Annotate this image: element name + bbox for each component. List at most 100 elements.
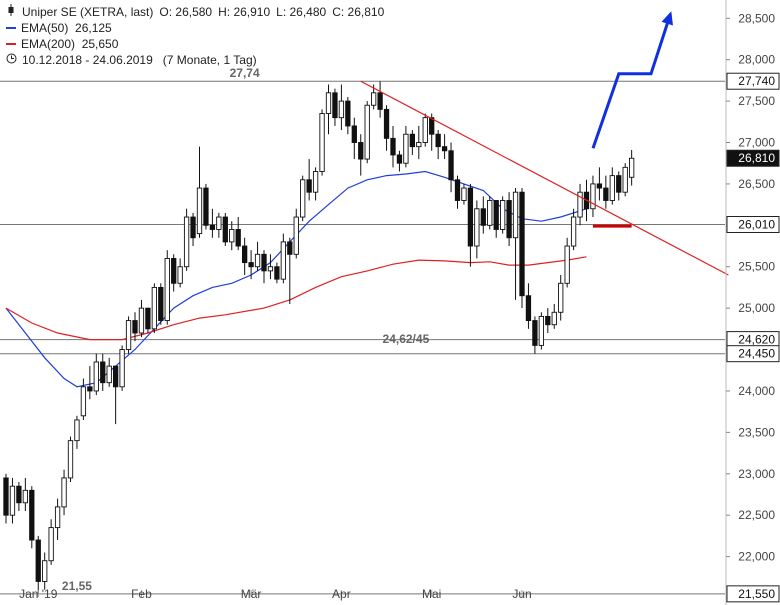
candle-body	[454, 179, 461, 201]
legend-ema200-row: EMA(200) 25,650	[6, 36, 384, 52]
candle	[603, 175, 609, 209]
candle-body	[93, 361, 99, 392]
candle	[80, 378, 87, 420]
price-box-frame	[726, 585, 780, 603]
candle	[480, 196, 486, 234]
candle-body	[48, 527, 54, 562]
level-annotation: 24,62/45	[383, 332, 430, 346]
candle-body	[506, 200, 512, 239]
x-tick-label: Mai	[422, 587, 441, 601]
candle-body	[216, 216, 222, 230]
candle-body	[261, 253, 267, 272]
candle	[474, 200, 480, 259]
y-tick-label: 22,000	[738, 550, 775, 564]
candle	[48, 519, 54, 565]
candle	[532, 316, 538, 354]
candle-body	[629, 157, 635, 178]
candle	[216, 212, 222, 238]
candle-body	[422, 117, 428, 143]
price-box: 24,620	[726, 331, 780, 349]
price-box: 21,550	[726, 585, 780, 603]
candle	[622, 163, 628, 197]
candle-body	[235, 229, 241, 247]
candle-body	[467, 187, 474, 247]
candle-body	[480, 208, 486, 226]
candle-body	[16, 485, 22, 504]
candle-body	[112, 365, 119, 388]
candle	[132, 312, 138, 342]
candle	[164, 250, 170, 325]
candle-body	[35, 539, 41, 582]
candle	[377, 81, 383, 118]
candle	[248, 250, 254, 280]
candle-body	[538, 315, 545, 346]
candle-body	[74, 419, 80, 442]
candle-body	[551, 311, 557, 326]
candle	[319, 109, 325, 176]
chart-type-icon	[6, 4, 18, 20]
price-box-label: 24,620	[738, 333, 775, 347]
price-box-label: 21,550	[738, 587, 775, 601]
candle	[93, 353, 99, 396]
candle	[345, 96, 351, 135]
candle-body	[371, 92, 377, 106]
ema200-swatch	[6, 43, 16, 45]
candle	[396, 150, 403, 172]
price-box-frame	[726, 72, 780, 90]
candle-body	[183, 216, 190, 268]
candle	[506, 192, 512, 247]
candle-body	[54, 506, 61, 529]
ema-lines	[5, 170, 587, 388]
candle	[564, 237, 570, 288]
candle	[145, 307, 151, 333]
candle-body	[80, 386, 87, 417]
candle	[358, 134, 364, 176]
candle	[551, 304, 557, 329]
candle-body	[42, 560, 48, 582]
legend-ema200-value: 25,650	[81, 37, 119, 51]
candle	[293, 208, 299, 259]
x-tick-label: Mär	[241, 587, 262, 601]
candle-body	[158, 286, 164, 322]
legend-close-value: 26,810	[347, 5, 385, 19]
legend-ema50-value: 26,125	[75, 21, 112, 35]
candle-body	[132, 320, 138, 334]
level-annotation: 21,55	[62, 579, 92, 593]
candle-body	[409, 133, 415, 148]
price-box-frame	[726, 215, 780, 233]
candle-body	[332, 92, 338, 119]
legend-open-label: O:	[159, 5, 173, 19]
candle	[22, 477, 28, 512]
candle	[493, 200, 499, 238]
candle-body	[622, 166, 628, 193]
candle-body	[241, 245, 248, 264]
legend-low-label: L:	[276, 5, 287, 19]
candle-body	[364, 104, 370, 160]
candle-body	[177, 266, 183, 284]
candle	[9, 477, 16, 524]
candle	[441, 134, 448, 160]
candle-body	[461, 187, 467, 201]
annotations: 27,74 24,62/45 21,55	[62, 66, 430, 593]
candle	[429, 113, 435, 151]
candle	[590, 175, 596, 218]
price-box-label: 26,010	[738, 217, 775, 231]
candle	[42, 552, 48, 590]
candle	[577, 183, 583, 226]
candle	[390, 125, 396, 168]
y-tick-label: 27,500	[738, 94, 775, 108]
candle-body	[3, 477, 9, 516]
candle	[512, 188, 519, 300]
candle	[570, 208, 577, 251]
candle-body	[558, 282, 564, 313]
price-box-frame	[726, 149, 780, 167]
candle-body	[145, 307, 151, 330]
candle	[67, 436, 74, 483]
candle	[609, 167, 615, 205]
candle	[500, 196, 506, 234]
price-box: 24,450	[726, 345, 780, 363]
candle-body	[203, 187, 209, 226]
y-tick-label: 26,500	[738, 177, 775, 191]
candle-body	[429, 117, 435, 135]
